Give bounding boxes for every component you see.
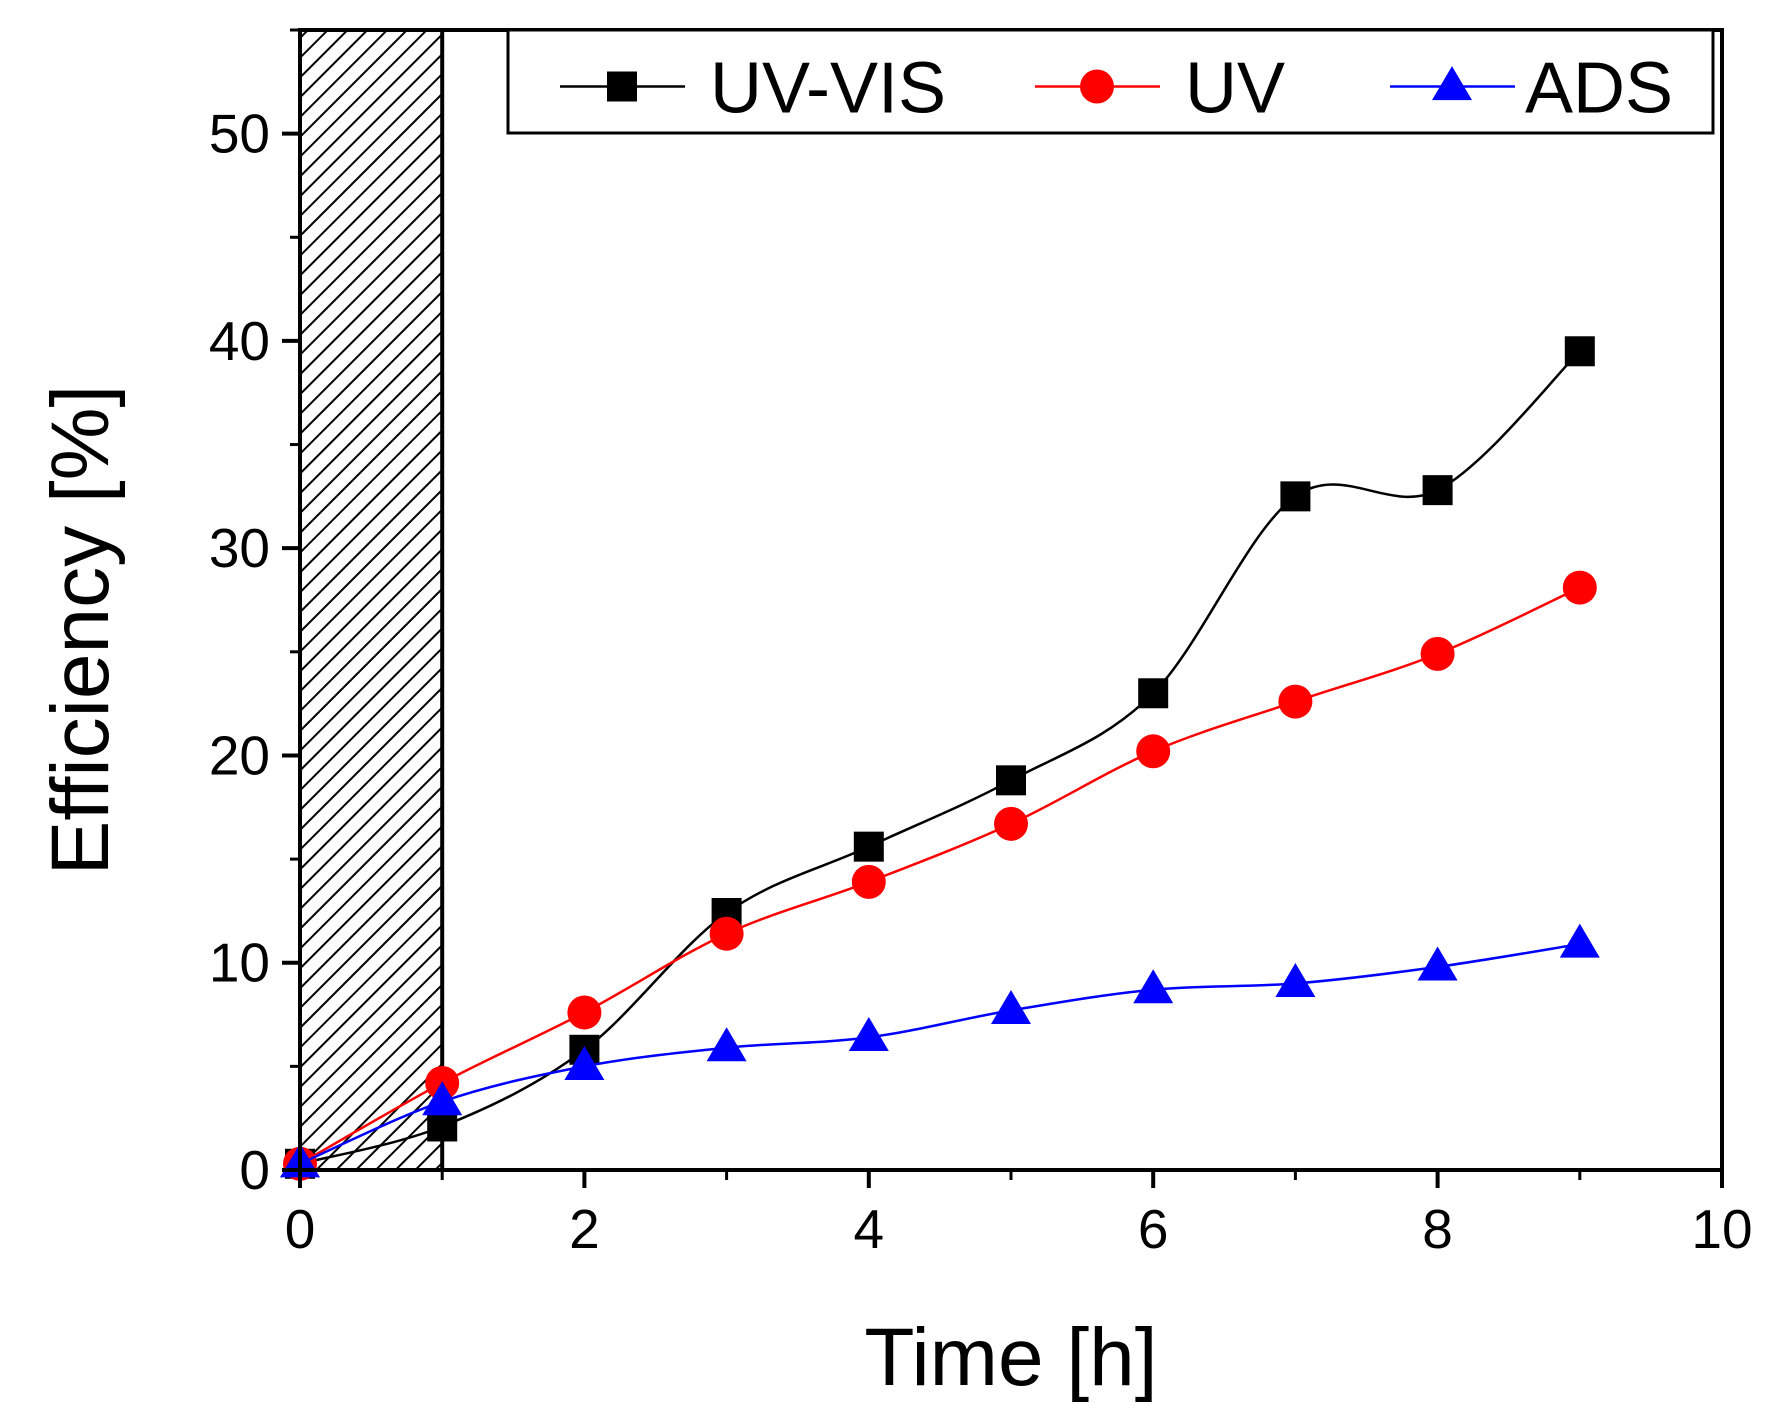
legend-label: UV <box>1185 49 1285 129</box>
x-tick-label: 8 <box>1422 1198 1453 1260</box>
data-point <box>1280 481 1311 512</box>
legend-marker <box>1080 69 1114 104</box>
y-tick-label: 50 <box>209 103 270 165</box>
data-point <box>848 1016 889 1051</box>
x-tick-label: 0 <box>285 1198 316 1260</box>
data-point <box>1420 636 1455 671</box>
data-point <box>427 1111 458 1142</box>
series-ads <box>280 923 1600 1178</box>
x-tick-label: 4 <box>854 1198 885 1260</box>
data-point <box>709 916 744 951</box>
y-axis-title: Efficiency [%] <box>35 385 126 876</box>
data-point <box>996 765 1026 796</box>
legend-item-uv: UV <box>1035 49 1285 129</box>
y-tick-label: 30 <box>209 517 270 579</box>
series-uv-vis <box>285 336 1595 1179</box>
data-point <box>1133 969 1174 1004</box>
x-axis: 0 2 4 6 8 10 <box>285 1170 1753 1260</box>
y-axis: 0 10 20 30 40 50 <box>209 28 300 1201</box>
data-point <box>1562 570 1597 605</box>
data-point <box>1275 963 1316 998</box>
data-point <box>564 1045 605 1080</box>
data-point <box>567 995 602 1030</box>
legend-item-ads: ADS <box>1390 49 1673 129</box>
data-point <box>1136 734 1171 769</box>
data-point <box>1278 684 1313 719</box>
x-axis-title: Time [h] <box>864 1312 1157 1403</box>
data-point <box>1559 923 1600 958</box>
series-layer <box>280 336 1600 1181</box>
data-point <box>1422 475 1453 506</box>
y-tick-label: 10 <box>209 932 270 994</box>
series-line <box>299 586 1581 1165</box>
data-point <box>1564 336 1595 367</box>
data-point <box>422 1081 463 1116</box>
series-line <box>299 942 1580 1165</box>
data-point <box>1417 946 1458 981</box>
legend: UV-VIS UV ADS <box>506 28 1715 135</box>
x-tick-label: 6 <box>1138 1198 1169 1260</box>
legend-marker <box>607 71 637 102</box>
x-tick-label: 10 <box>1691 1198 1752 1260</box>
data-point <box>851 864 886 899</box>
data-point <box>706 1027 747 1062</box>
y-tick-label: 0 <box>239 1139 270 1201</box>
data-point <box>994 806 1028 841</box>
legend-label: UV-VIS <box>710 49 946 129</box>
legend-label: ADS <box>1525 49 1673 129</box>
data-point <box>853 831 884 862</box>
data-point <box>991 990 1031 1024</box>
legend-marker <box>1432 66 1472 101</box>
shaded-region <box>298 28 445 1172</box>
series-line <box>299 350 1581 1165</box>
y-tick-label: 40 <box>209 310 270 372</box>
x-tick-label: 2 <box>569 1198 600 1260</box>
data-point <box>1138 678 1169 709</box>
y-tick-label: 20 <box>209 724 270 786</box>
legend-item-uv-vis: UV-VIS <box>560 49 946 129</box>
